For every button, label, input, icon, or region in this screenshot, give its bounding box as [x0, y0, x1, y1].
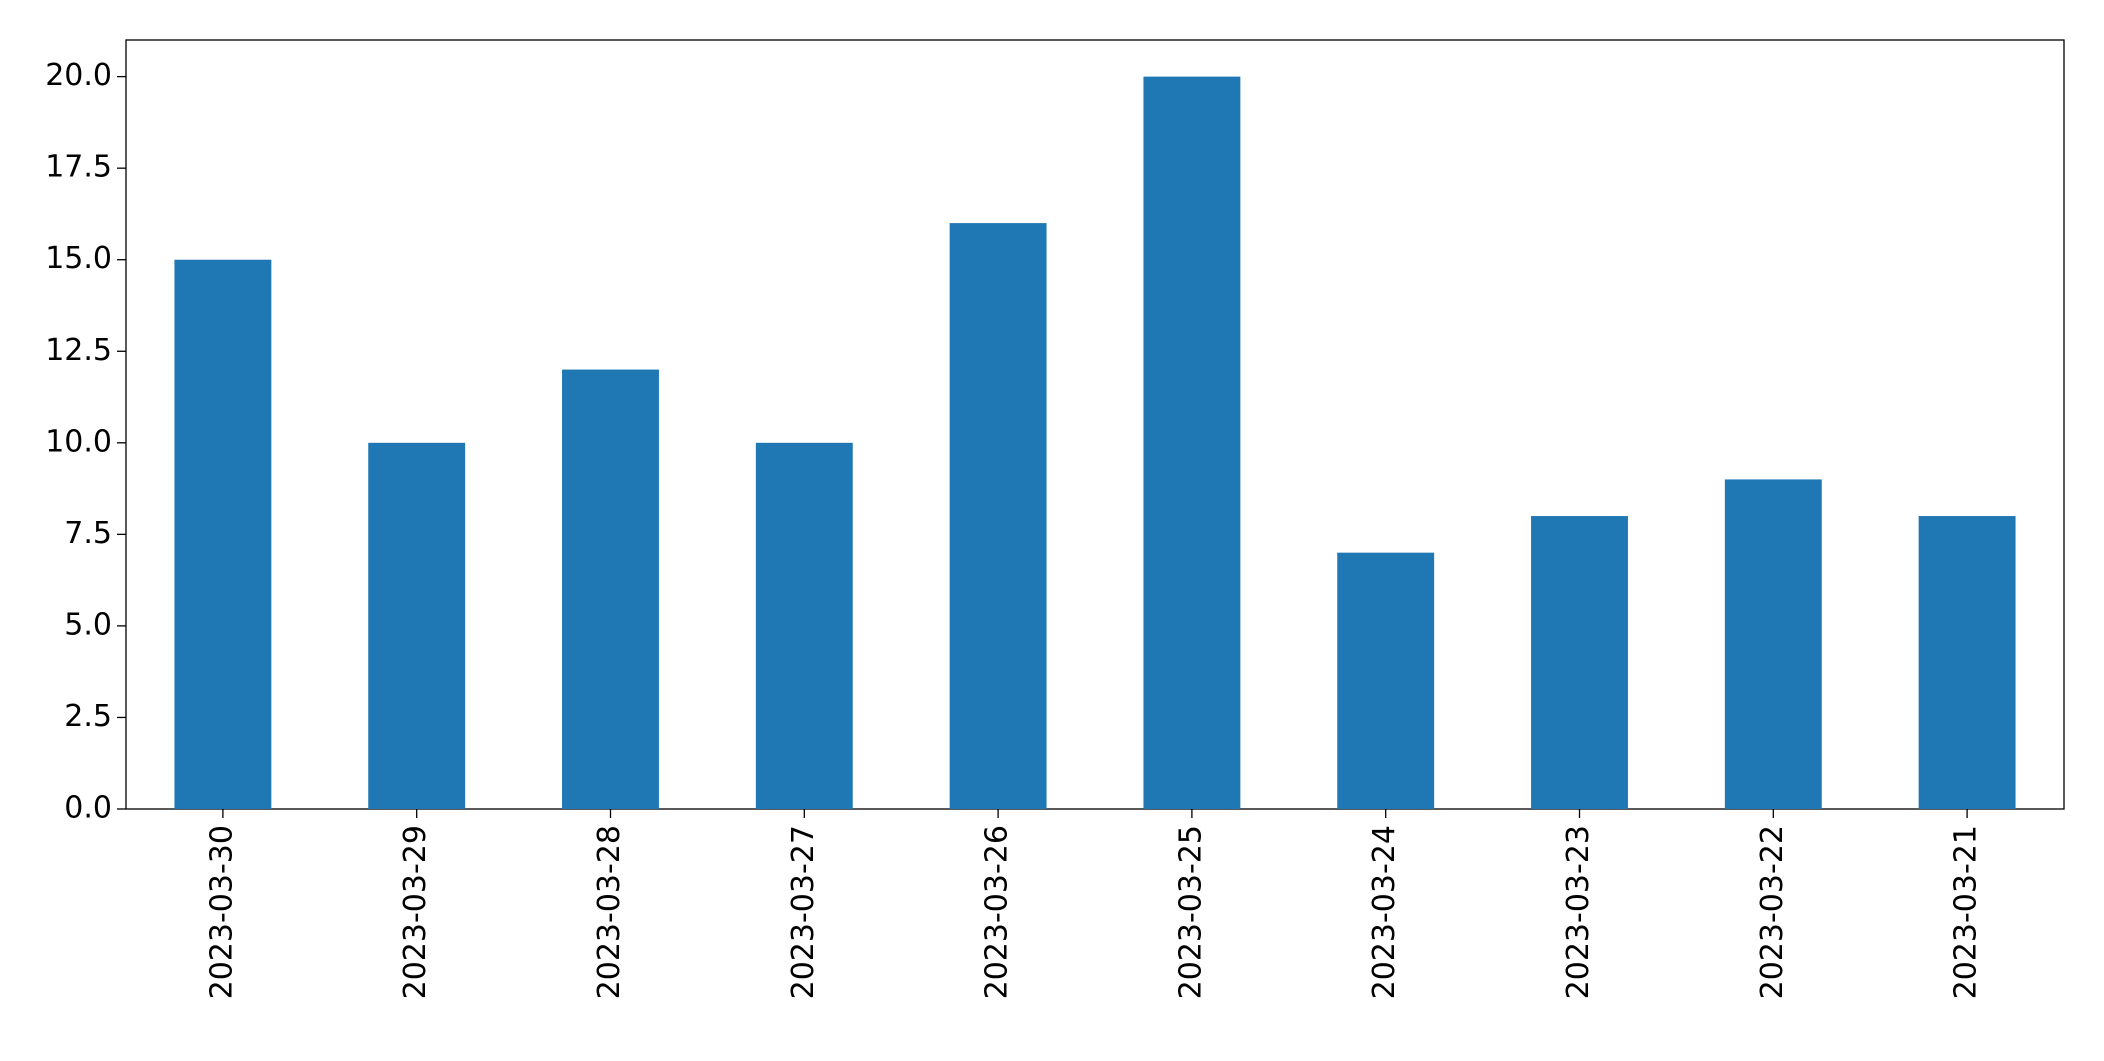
y-tick-label: 2.5	[64, 699, 112, 734]
bar	[174, 259, 272, 809]
x-tick-label: 2023-03-28	[592, 825, 627, 999]
bar	[1531, 516, 1628, 809]
bar	[368, 442, 466, 809]
bar	[1143, 76, 1241, 810]
x-tick-label: 2023-03-25	[1173, 825, 1208, 999]
bar	[562, 369, 659, 809]
x-tick-label: 2023-03-30	[204, 825, 239, 999]
x-tick-label: 2023-03-23	[1561, 825, 1596, 999]
bar	[949, 223, 1047, 810]
x-tick-label: 2023-03-29	[398, 825, 433, 999]
x-tick-label: 2023-03-22	[1755, 825, 1790, 999]
x-tick-label: 2023-03-26	[980, 825, 1015, 999]
y-tick-label: 20.0	[45, 58, 112, 93]
x-tick-label: 2023-03-27	[786, 825, 821, 999]
bar	[1724, 479, 1822, 809]
bar	[1337, 552, 1435, 809]
y-tick-label: 15.0	[45, 241, 112, 276]
bar	[1918, 516, 2016, 809]
y-tick-label: 5.0	[64, 607, 112, 642]
y-tick-label: 7.5	[64, 516, 112, 551]
y-tick-label: 12.5	[45, 333, 112, 368]
y-tick-label: 10.0	[45, 424, 112, 459]
x-tick-label: 2023-03-21	[1949, 825, 1984, 999]
plot-frame	[125, 39, 2065, 810]
y-tick-label: 17.5	[45, 150, 112, 185]
y-tick-label: 0.0	[64, 791, 112, 826]
bar	[755, 442, 853, 809]
x-tick-label: 2023-03-24	[1367, 825, 1402, 999]
